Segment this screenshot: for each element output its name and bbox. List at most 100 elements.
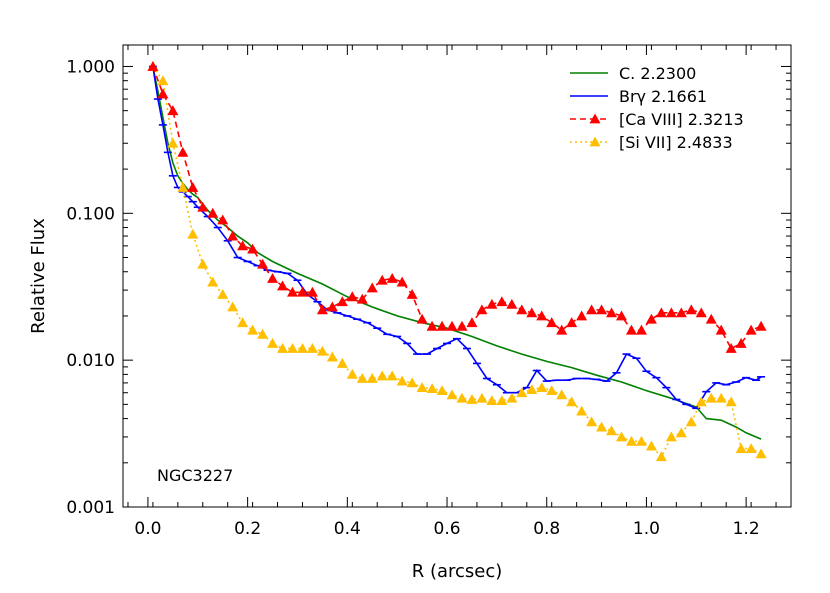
data-point — [546, 317, 558, 328]
y-tick-label: 1.000 — [66, 57, 115, 77]
legend-label: C. 2.2300 — [619, 64, 696, 83]
data-point — [755, 448, 767, 459]
annotation-label: NGC3227 — [157, 466, 233, 485]
data-point — [286, 343, 298, 353]
data-point — [576, 405, 588, 416]
data-point — [406, 288, 418, 299]
data-point — [296, 286, 308, 297]
data-point — [416, 313, 428, 324]
series-layer — [147, 60, 767, 462]
data-point — [625, 324, 637, 335]
data-point — [306, 343, 318, 353]
data-point — [715, 324, 727, 335]
data-point — [157, 88, 169, 99]
legend-marker — [589, 136, 601, 147]
data-point — [745, 324, 757, 335]
data-point — [635, 324, 647, 335]
legend-marker — [589, 113, 601, 124]
data-point — [616, 431, 628, 442]
data-point — [446, 320, 458, 331]
data-point — [286, 286, 298, 297]
data-point — [506, 392, 518, 403]
data-point — [456, 320, 468, 331]
data-point — [346, 368, 358, 379]
data-point — [157, 75, 169, 86]
data-point — [556, 324, 568, 335]
data-point — [655, 451, 667, 462]
data-point — [336, 296, 348, 307]
legend-label: [Ca VIII] 2.3213 — [619, 110, 744, 129]
data-point — [675, 427, 687, 438]
data-point — [586, 304, 598, 315]
series-2 — [147, 60, 767, 353]
x-tick-label: 0.4 — [334, 519, 361, 539]
data-point — [316, 304, 328, 315]
data-point — [356, 293, 368, 304]
legend: C. 2.2300 Brγ 2.1661 [Ca VIII] 2.3213 [Si V… — [570, 64, 744, 152]
y-tick-label: 0.100 — [66, 204, 115, 224]
data-point — [705, 392, 717, 403]
data-point — [616, 310, 628, 321]
data-point — [207, 276, 219, 287]
data-point — [247, 324, 259, 335]
data-point — [187, 228, 199, 239]
data-point — [655, 307, 667, 318]
data-point — [606, 307, 618, 318]
data-point — [197, 201, 209, 212]
data-point — [645, 440, 657, 451]
x-tick-label: 0.2 — [234, 519, 261, 539]
x-tick-label: 1.2 — [733, 519, 760, 539]
data-point — [257, 328, 269, 339]
data-point — [306, 286, 318, 297]
data-point — [536, 310, 548, 321]
x-tick-label: 1.0 — [633, 519, 660, 539]
x-tick-label: 0.0 — [134, 519, 161, 539]
data-point — [167, 137, 179, 148]
data-point — [566, 396, 578, 407]
plot-frame — [122, 44, 792, 508]
data-point — [506, 298, 518, 309]
data-point — [755, 320, 767, 331]
legend-label: [Si VII] 2.4833 — [619, 133, 733, 152]
data-point — [625, 435, 637, 446]
data-point — [735, 443, 747, 453]
data-point — [147, 60, 159, 71]
data-point — [695, 307, 707, 318]
data-point — [576, 310, 588, 321]
x-axis-title: R (arcsec) — [412, 561, 503, 582]
data-point — [267, 272, 279, 283]
data-point — [396, 276, 408, 287]
data-point — [725, 396, 737, 407]
data-point — [207, 207, 219, 218]
data-point — [187, 181, 199, 192]
data-point — [177, 181, 189, 192]
data-point — [466, 317, 478, 328]
data-point — [446, 389, 458, 400]
data-point — [396, 375, 408, 386]
series-3 — [147, 60, 767, 462]
data-point — [326, 301, 338, 312]
legend-label: Brγ 2.1661 — [619, 87, 707, 106]
data-point — [735, 337, 747, 348]
axis-ticks: 0.0 0.2 0.4 0.6 0.8 1.0 1.2 1.000 0.100 0.010 0.00… — [66, 45, 791, 539]
data-point — [217, 214, 229, 225]
x-tick-label: 0.6 — [434, 519, 461, 539]
data-point — [177, 146, 189, 157]
data-point — [346, 291, 358, 302]
data-point — [675, 307, 687, 318]
data-point — [386, 272, 398, 283]
data-point — [596, 304, 608, 315]
data-point — [685, 416, 697, 427]
data-point — [376, 370, 388, 381]
data-point — [277, 280, 289, 291]
data-point — [695, 396, 707, 407]
data-point — [456, 392, 468, 403]
data-point — [426, 383, 438, 394]
data-point — [386, 370, 398, 381]
data-point — [486, 395, 498, 406]
data-point — [566, 317, 578, 328]
y-tick-label: 0.001 — [66, 498, 115, 518]
data-point — [715, 392, 727, 403]
data-point — [606, 425, 618, 436]
